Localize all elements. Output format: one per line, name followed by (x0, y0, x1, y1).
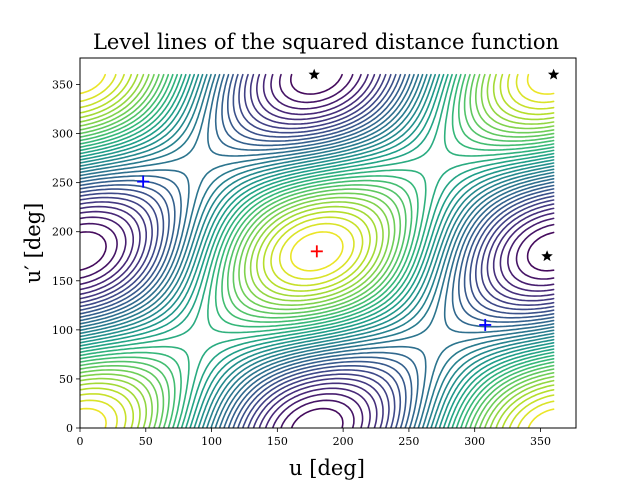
x-tick-label: 100 (201, 435, 222, 448)
y-tick-label: 200 (52, 226, 73, 239)
y-tick-label: 0 (66, 422, 73, 435)
black-star-marker (548, 69, 559, 80)
x-tick-label: 250 (398, 435, 419, 448)
x-axis-label: u [deg] (289, 456, 365, 480)
y-tick-label: 50 (59, 373, 73, 386)
red-plus-marker (311, 245, 323, 257)
x-tick-label: 350 (530, 435, 551, 448)
y-axis-ticks: 0 50 100 150 200 250 300 350 (52, 78, 80, 435)
black-star-marker (541, 250, 553, 261)
plot-frame (80, 58, 576, 428)
x-tick-label: 200 (333, 435, 354, 448)
y-axis-label: u′ [deg] (21, 203, 45, 284)
y-tick-label: 150 (52, 275, 73, 288)
x-axis-ticks: 0 50 100 150 200 250 300 350 (77, 428, 551, 448)
chart-title: Level lines of the squared distance func… (93, 30, 559, 54)
x-tick-label: 50 (139, 435, 153, 448)
y-tick-label: 100 (52, 324, 73, 337)
x-tick-label: 300 (464, 435, 485, 448)
y-tick-label: 350 (52, 78, 73, 91)
x-tick-label: 150 (267, 435, 288, 448)
black-star-marker (309, 69, 320, 80)
y-tick-label: 300 (52, 128, 73, 141)
x-tick-label: 0 (77, 435, 84, 448)
y-tick-label: 250 (52, 177, 73, 190)
contour-chart: Level lines of the squared distance func… (0, 0, 640, 480)
